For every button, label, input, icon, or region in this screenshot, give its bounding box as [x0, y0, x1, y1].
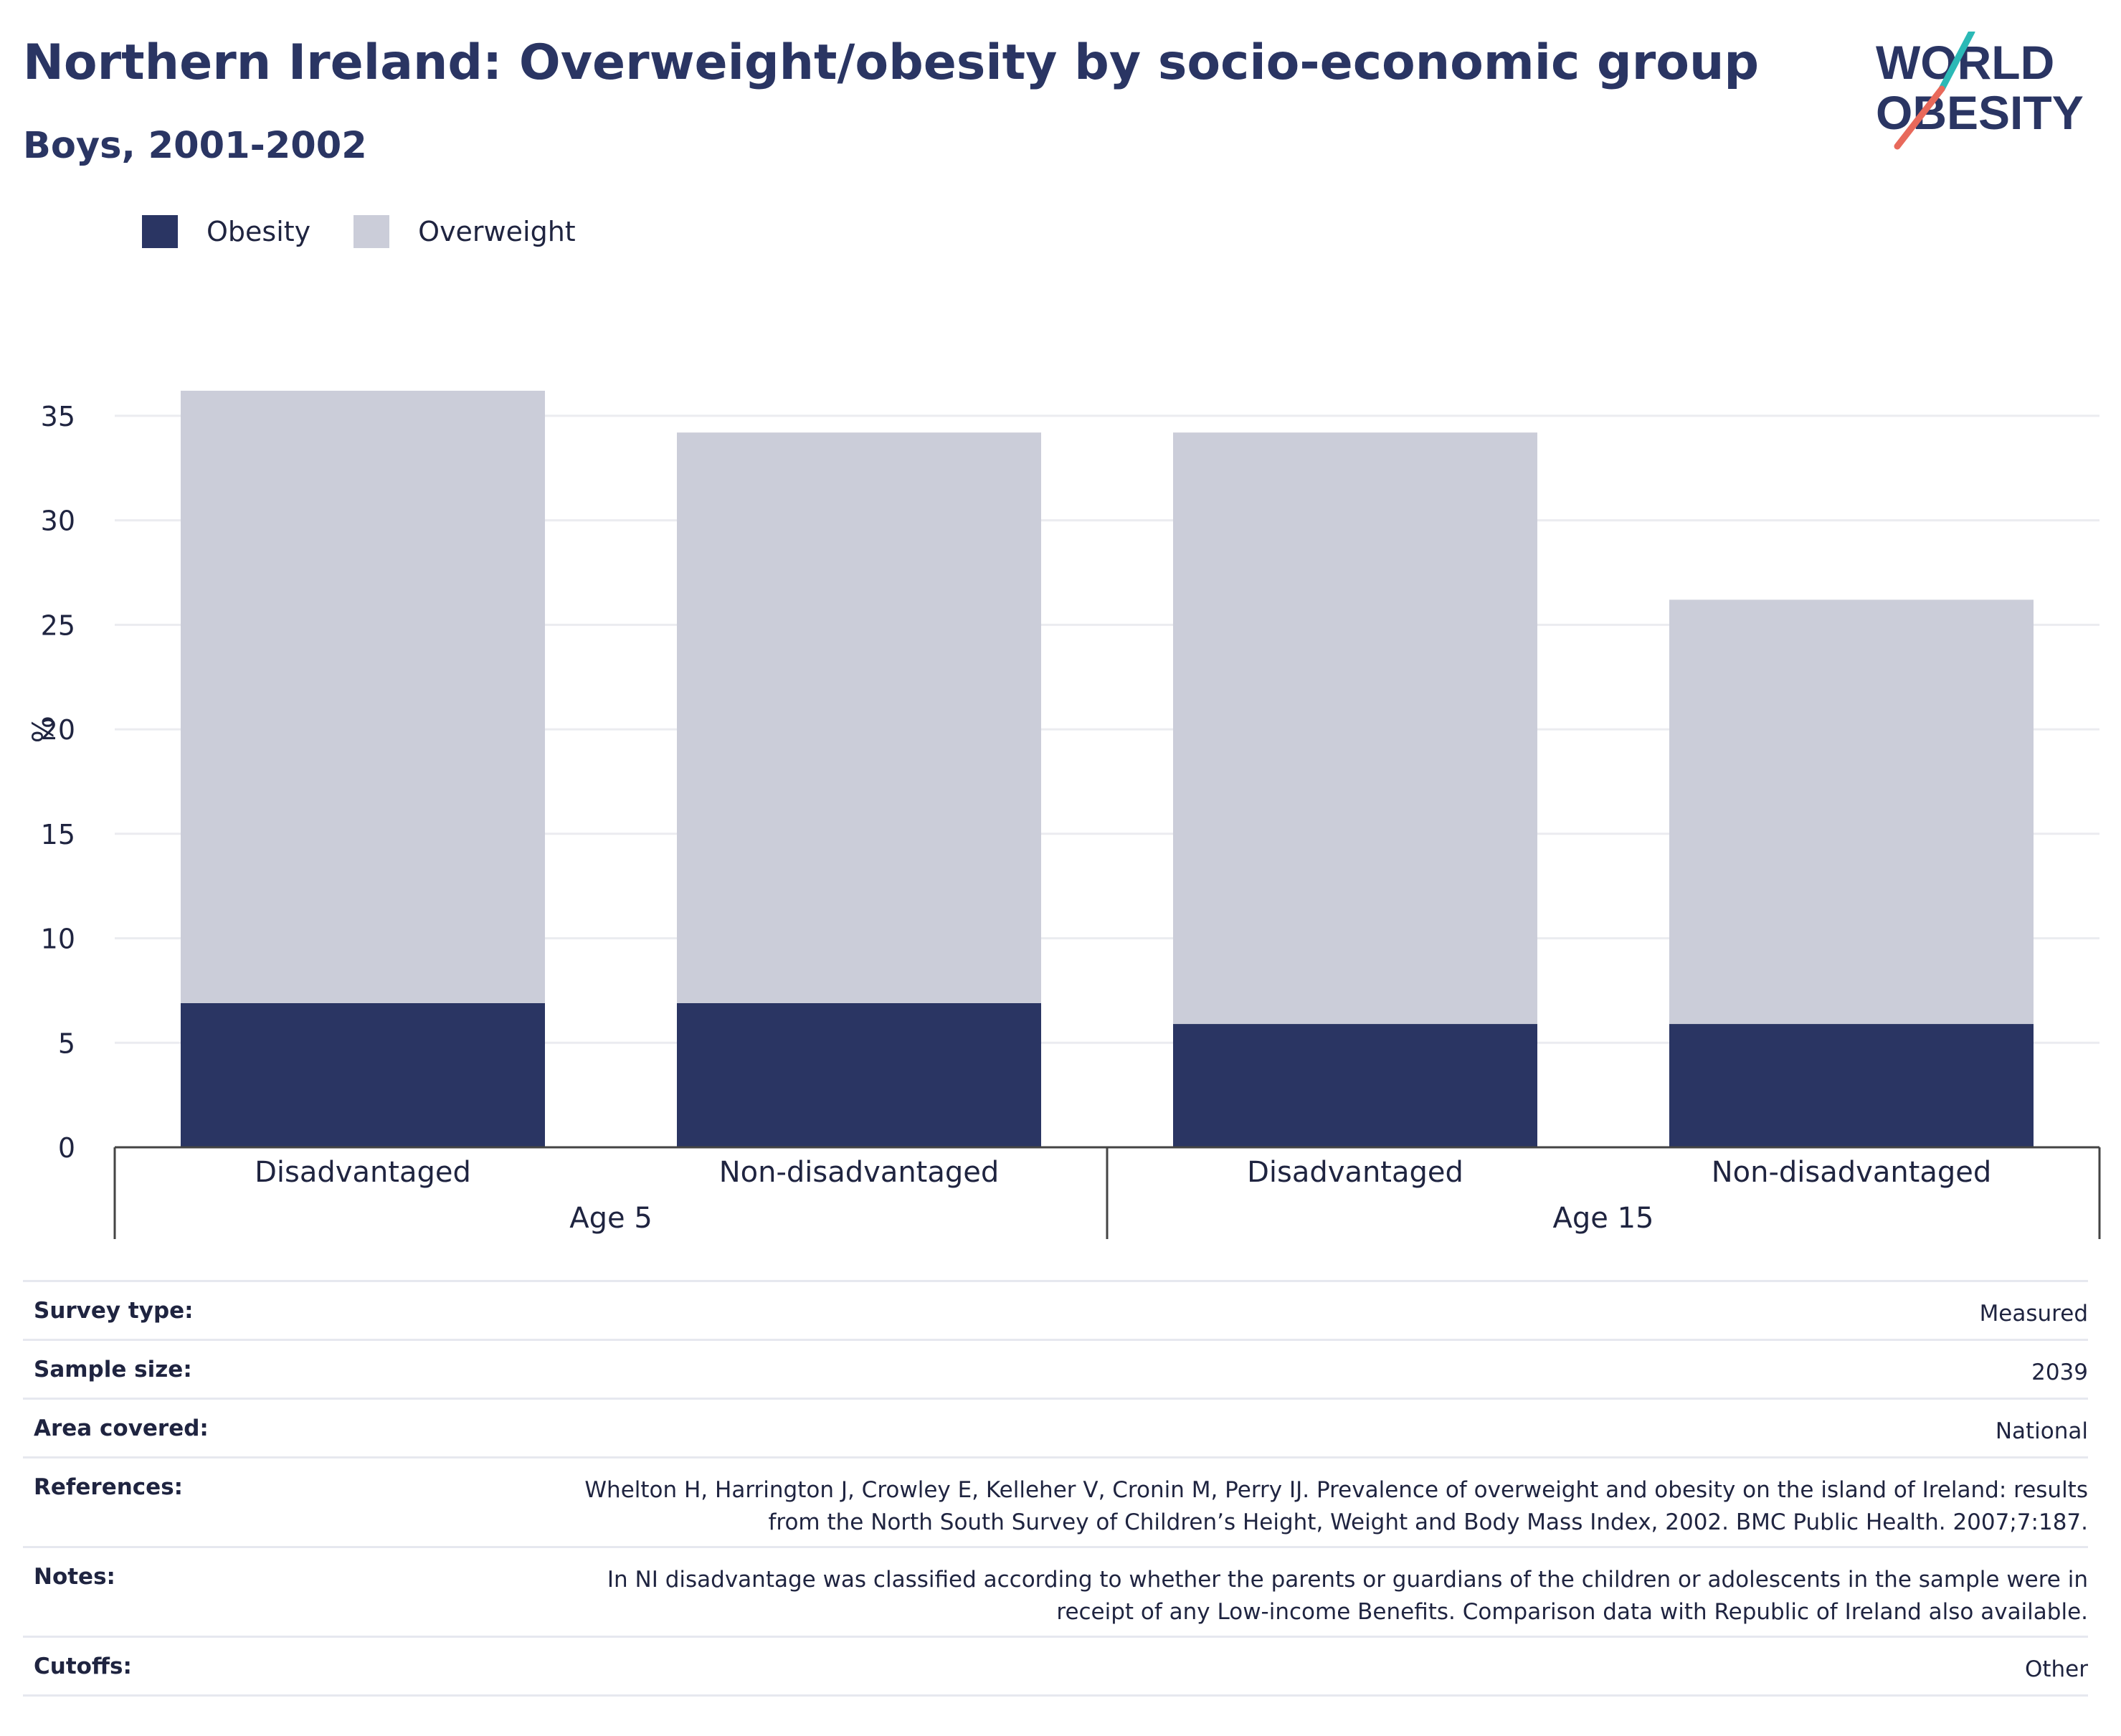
meta-value: Other — [2024, 1656, 2088, 1682]
survey-metadata-table: Survey type: Measured Sample size: 2039 … — [23, 1280, 2088, 1697]
legend-swatch-obesity — [142, 215, 178, 248]
meta-row-cutoffs: Cutoffs: Other — [23, 1638, 2088, 1697]
chart-legend: Obesity Overweight — [142, 215, 619, 248]
meta-row-references: References: Whelton H, Harrington J, Cro… — [23, 1458, 2088, 1548]
x-tick-label: Disadvantaged — [1247, 1156, 1463, 1189]
y-tick-label: 20 — [41, 714, 75, 746]
y-tick-label: 35 — [41, 401, 75, 432]
y-tick-label: 25 — [41, 610, 75, 641]
stacked-bar-chart: 0 5 10 15 20 25 30 35% Disadvantaged Non-disadvan… — [27, 390, 2101, 1239]
meta-value: 2039 — [2031, 1360, 2088, 1385]
bar-obesity-0 — [181, 1002, 545, 1147]
x-tick-label: Non-disadvantaged — [719, 1156, 1000, 1189]
meta-row-survey-type: Survey type: Measured — [23, 1282, 2088, 1341]
logo-slash-teal-icon — [1938, 32, 1975, 93]
bar-obesity-2 — [1173, 1024, 1537, 1147]
legend-item-overweight[interactable]: Overweight — [354, 215, 576, 248]
meta-label: Area covered: — [34, 1415, 209, 1441]
legend-item-obesity[interactable]: Obesity — [142, 215, 310, 248]
meta-label: Sample size: — [34, 1357, 192, 1382]
meta-value: National — [1995, 1418, 2088, 1444]
logo-slash-coral-icon — [1894, 85, 1945, 150]
meta-label: References: — [34, 1474, 184, 1500]
bar-obesity-3 — [1669, 1024, 2034, 1147]
x-tick-label: Non-disadvantaged — [1712, 1156, 1992, 1189]
meta-row-area-covered: Area covered: National — [23, 1400, 2088, 1458]
y-tick-label: 5 — [58, 1028, 75, 1059]
meta-value: In NI disadvantage was classified accord… — [607, 1567, 2088, 1625]
y-tick-label: 15 — [41, 819, 75, 850]
y-axis-label: % — [27, 716, 60, 743]
x-group-label: Age 5 — [569, 1202, 653, 1235]
legend-label-overweight: Overweight — [418, 216, 576, 247]
y-tick-label: 10 — [41, 924, 75, 955]
meta-row-sample-size: Sample size: 2039 — [23, 1341, 2088, 1400]
world-obesity-logo: WORLD OBESITY — [1876, 32, 2084, 150]
bar-obesity-1 — [677, 1002, 1041, 1147]
legend-label-obesity: Obesity — [207, 216, 311, 247]
meta-label: Survey type: — [34, 1298, 194, 1324]
bar-overweight-2 — [1173, 432, 1537, 1025]
meta-label: Notes: — [34, 1564, 115, 1590]
y-tick-label: 0 — [58, 1132, 75, 1164]
meta-row-notes: Notes: In NI disadvantage was classified… — [23, 1548, 2088, 1638]
meta-label: Cutoffs: — [34, 1654, 132, 1679]
y-tick-label: 30 — [41, 506, 75, 537]
chart-subtitle: Boys, 2001-2002 — [23, 125, 367, 167]
legend-swatch-overweight — [354, 215, 390, 248]
bar-overweight-1 — [677, 432, 1041, 1003]
chart-title: Northern Ireland: Overweight/obesity by … — [23, 34, 1760, 91]
bar-overweight-0 — [181, 390, 545, 1003]
bar-overweight-3 — [1669, 599, 2034, 1025]
meta-value: Whelton H, Harrington J, Crowley E, Kell… — [584, 1477, 2088, 1535]
x-group-label: Age 15 — [1553, 1202, 1654, 1235]
meta-value: Measured — [1979, 1301, 2088, 1327]
x-tick-label: Disadvantaged — [255, 1156, 471, 1189]
